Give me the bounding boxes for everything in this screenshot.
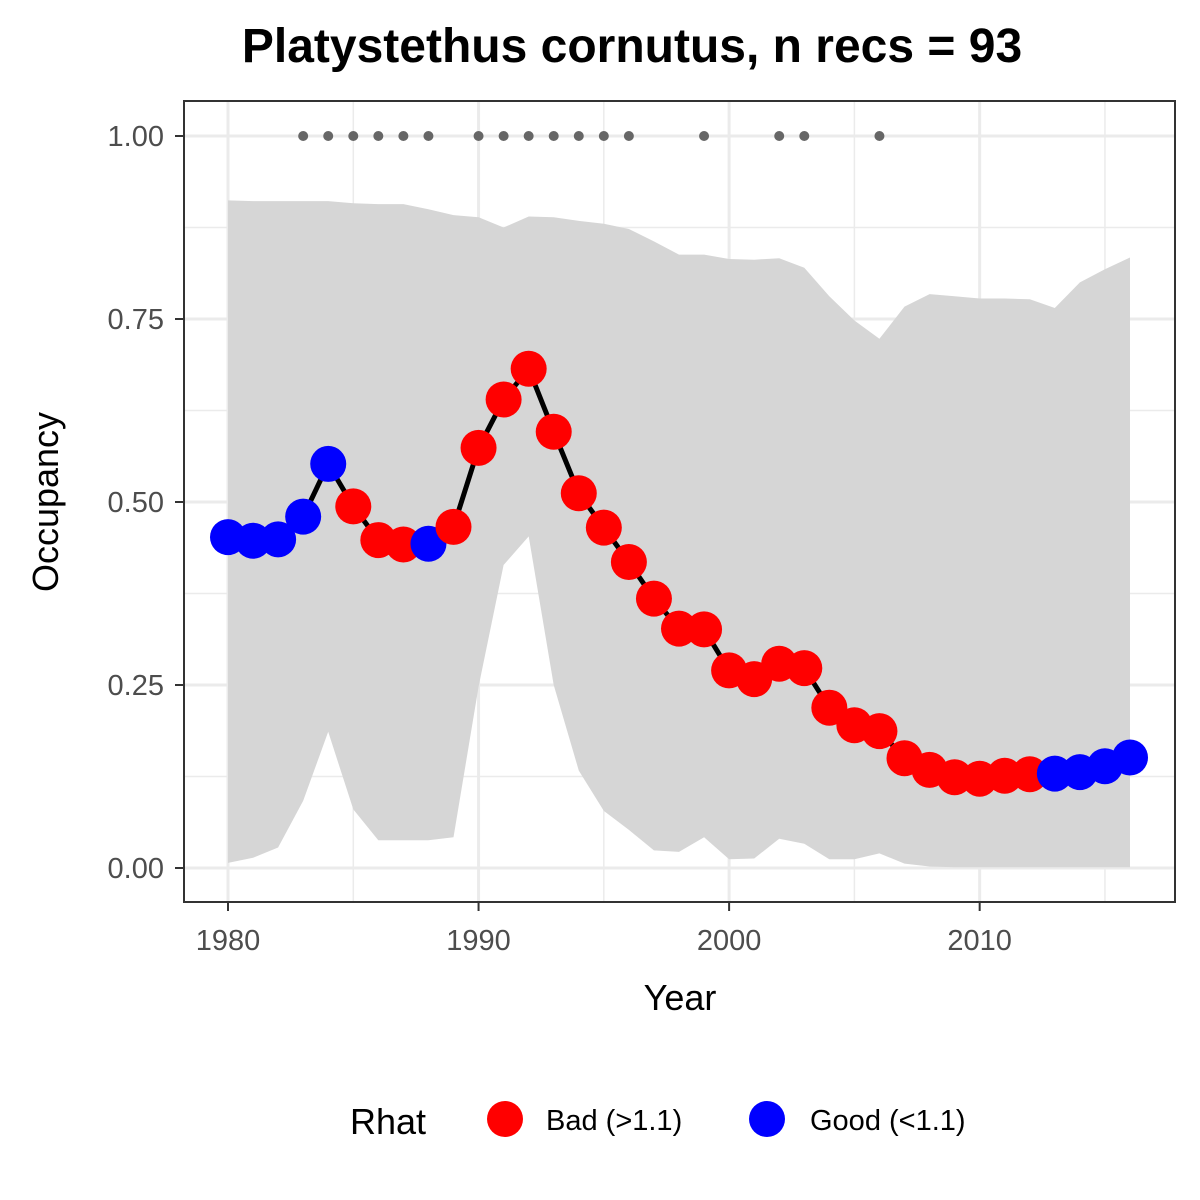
y-axis: 0.00 0.25 0.50 0.75 1.00 [108,121,184,885]
record-dot [573,131,584,141]
point-bad-1985 [335,488,372,525]
x-tick-label: 1990 [446,925,511,957]
record-dot [623,131,634,141]
plot-panel [183,100,1176,903]
record-dot [423,131,434,141]
point-bad-1990 [460,429,497,466]
point-bad-1999 [686,611,723,648]
legend: Rhat Bad (>1.1) Good (<1.1) [350,1101,966,1142]
point-bad-2012 [1011,756,1048,793]
point-bad-1998 [661,610,697,647]
point-bad-1991 [485,381,522,418]
record-dots [298,131,885,141]
point-good-2016 [1112,739,1148,776]
y-tick-label: 0.25 [108,670,164,702]
record-dot [398,131,409,141]
point-good-1984 [310,445,347,482]
point-bad-1995 [585,509,622,546]
record-dot [473,131,484,141]
record-dot [523,131,534,141]
point-bad-1994 [560,475,597,512]
x-axis-title: Year [644,977,717,1018]
record-dot [799,131,810,141]
record-dot [298,131,309,141]
point-good-1983 [285,498,322,535]
point-good-1982 [260,521,297,558]
x-tick-label: 2000 [697,925,762,957]
record-dot [774,131,785,141]
y-axis-title: Occupancy [25,412,66,592]
point-bad-2004 [811,689,848,726]
y-tick-label: 1.00 [108,121,164,153]
y-tick-label: 0.00 [108,853,164,885]
legend-key-good [749,1101,785,1137]
chart-title: Platystethus cornutus, n recs = 93 [242,20,1022,73]
record-dot [874,131,885,141]
x-axis: 1980 1990 2000 2010 [196,902,1012,957]
occupancy-points [210,350,1148,797]
y-tick-label: 0.75 [108,304,164,336]
legend-label-good: Good (<1.1) [810,1105,966,1137]
record-dot [498,131,509,141]
point-bad-1993 [535,413,572,450]
y-tick-label: 0.50 [108,487,164,519]
point-bad-2006 [861,713,898,750]
record-dot [323,131,334,141]
record-dot [373,131,384,141]
record-dot [699,131,710,141]
legend-label-bad: Bad (>1.1) [546,1105,682,1137]
point-bad-2003 [786,650,823,687]
point-bad-1996 [610,544,647,581]
point-bad-1989 [435,508,472,545]
legend-title: Rhat [350,1101,426,1142]
x-tick-label: 1980 [196,925,261,957]
record-dot [598,131,609,141]
credible-interval-ribbon [228,200,1130,868]
point-bad-1992 [510,350,547,387]
x-tick-label: 2010 [947,925,1012,957]
point-bad-1987 [385,526,422,563]
record-dot [548,131,559,141]
record-dot [348,131,359,141]
legend-key-bad [487,1101,523,1137]
point-bad-1997 [635,580,672,617]
